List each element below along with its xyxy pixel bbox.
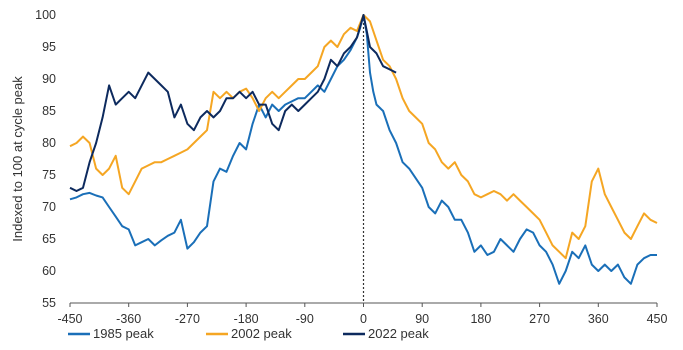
x-tick-label: 360 [588, 312, 609, 326]
legend-label: 1985 peak [93, 326, 154, 341]
x-tick-label: 450 [647, 312, 668, 326]
y-tick-label: 80 [42, 136, 56, 150]
series-group [69, 14, 658, 285]
x-tick-label: -180 [234, 312, 259, 326]
x-tick-label: -90 [296, 312, 314, 326]
y-tick-label: 75 [42, 168, 56, 182]
x-tick-label: -450 [57, 312, 82, 326]
y-tick-label: 60 [42, 264, 56, 278]
legend-label: 2002 peak [231, 326, 292, 341]
y-tick-label: 65 [42, 232, 56, 246]
y-axis-label: Indexed to 100 at cycle peak [10, 76, 25, 242]
legend-label: 2022 peak [368, 326, 429, 341]
x-tick-label: 270 [529, 312, 550, 326]
x-tick-label: -360 [116, 312, 141, 326]
y-tick-label: 95 [42, 40, 56, 54]
x-tick-label: 180 [470, 312, 491, 326]
series-line-3 [69, 14, 397, 192]
x-tick-label: 90 [415, 312, 429, 326]
y-tick-label: 100 [35, 8, 56, 22]
x-tick-label: -270 [175, 312, 200, 326]
y-tick-label: 55 [42, 296, 56, 310]
x-tick-label: 0 [360, 312, 367, 326]
legend: 1985 peak 2002 peak 2022 peak [68, 326, 429, 341]
axes-group: -450 -360 -270 -180 -90 0 90 180 270 360 450 55 60 65… [35, 8, 667, 326]
y-tick-label: 70 [42, 200, 56, 214]
y-tick-label: 90 [42, 72, 56, 86]
y-tick-label: 85 [42, 104, 56, 118]
